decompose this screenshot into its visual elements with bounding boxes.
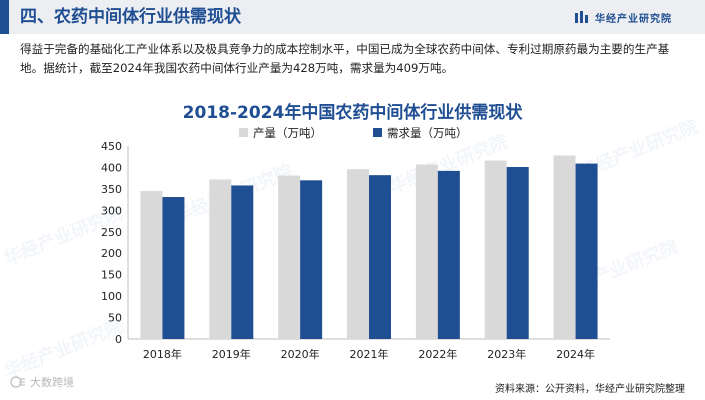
bar-output-2023年 [484,160,507,339]
bar-output-2019年 [209,179,232,339]
x-tick-label: 2018年 [143,347,182,361]
y-tick-label: 350 [101,183,122,196]
y-tick-label: 300 [101,204,122,217]
intro-paragraph: 得益于完备的基础化工产业体系以及极具竞争力的成本控制水平，中国已成为全球农药中间… [20,42,670,75]
legend-label-output: 产量（万吨） [253,126,322,140]
section-title: 四、农药中间体行业供需现状 [20,7,241,27]
x-tick-label: 2019年 [212,347,251,361]
bar-demand-2023年 [506,167,529,339]
bar-demand-2022年 [437,170,460,339]
y-tick-label: 0 [115,333,122,346]
y-tick-label: 200 [101,247,122,260]
bar-output-2024年 [553,155,576,339]
bar-demand-2021年 [369,175,391,339]
source-stamp: 大数跨境 [10,374,74,390]
x-tick-label: 2024年 [556,347,595,361]
source-note: 资料来源：公开资料，华经产业研究院整理 [495,384,685,395]
y-tick-label: 400 [101,161,122,174]
y-tick-label: 450 [101,140,122,153]
legend-label-demand: 需求量（万吨） [387,126,468,140]
chart-title: 2018-2024年中国农药中间体行业供需现状 [182,103,523,123]
bar-output-2020年 [278,175,301,339]
y-tick-label: 150 [101,269,122,282]
x-tick-label: 2021年 [350,347,389,361]
y-tick-label: 250 [101,226,122,239]
header-banner: 四、农药中间体行业供需现状 华经产业研究院 [0,0,705,34]
bar-demand-2018年 [162,197,185,339]
bar-demand-2019年 [231,185,254,339]
brand-logo-icon [575,11,588,23]
bar-demand-2024年 [575,163,598,339]
legend-swatch-output [239,128,248,137]
brand: 华经产业研究院 [575,10,672,25]
x-tick-label: 2022年 [418,347,457,361]
stamp-logo-icon [10,376,25,388]
x-tick-label: 2020年 [281,347,320,361]
bar-output-2018年 [140,191,163,339]
bar-output-2022年 [415,164,438,339]
x-tick-label: 2023年 [487,347,526,361]
bar-output-2021年 [347,169,369,339]
legend-swatch-demand [373,128,382,137]
bar-demand-2020年 [300,180,323,339]
y-tick-label: 50 [108,312,122,325]
brand-name: 华经产业研究院 [595,13,672,25]
stamp-text: 大数跨境 [30,376,74,389]
y-tick-label: 100 [101,290,122,303]
header-accent-bar [0,0,9,34]
